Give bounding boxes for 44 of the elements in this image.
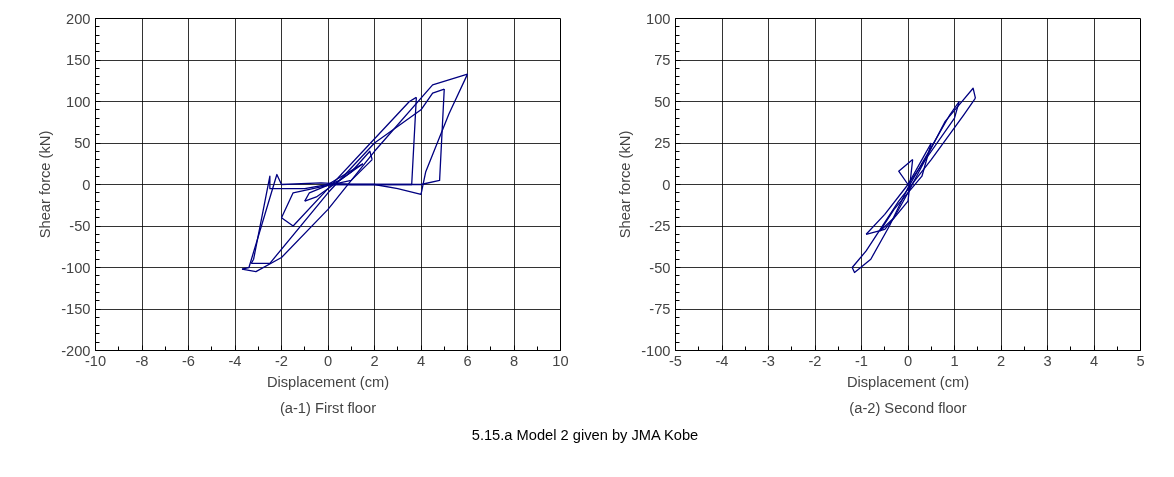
y-tick-label: 100 bbox=[646, 10, 671, 27]
y-tick-label: -75 bbox=[649, 301, 671, 317]
y-axis-title: Shear force (kN) bbox=[37, 130, 54, 239]
x-tick-label: 4 bbox=[1089, 352, 1099, 369]
x-tick-label: 4 bbox=[416, 352, 426, 369]
y-tick-label: 0 bbox=[82, 176, 91, 193]
x-tick-label: 0 bbox=[323, 352, 333, 369]
x-tick-label: -2 bbox=[808, 352, 822, 369]
y-tick-label: 25 bbox=[654, 135, 671, 151]
y-tick-label: 150 bbox=[66, 52, 91, 68]
y-tick-label: -50 bbox=[649, 259, 671, 276]
y-axis-title: Shear force (kN) bbox=[617, 130, 634, 239]
text: (a-1) First floor bbox=[279, 399, 377, 416]
x-tick-label: 8 bbox=[509, 352, 519, 369]
x-tick-label: -6 bbox=[181, 352, 196, 369]
y-tick-label: 0 bbox=[662, 176, 671, 193]
x-tick-label: -8 bbox=[135, 352, 149, 369]
x-tick-label: 2 bbox=[370, 352, 379, 369]
x-tick-label: -4 bbox=[715, 352, 729, 369]
y-tick-label: -150 bbox=[61, 301, 91, 317]
x-tick-label: -2 bbox=[274, 352, 289, 369]
y-tick-label: -100 bbox=[61, 259, 91, 276]
x-tick-label: 6 bbox=[463, 352, 472, 369]
text: 5.15.a Model 2 given by JMA Kobe bbox=[470, 426, 700, 445]
x-axis-title: Displacement (cm) bbox=[846, 373, 970, 390]
x-tick-label: 2 bbox=[996, 352, 1006, 369]
y-tick-label: -100 bbox=[641, 342, 671, 359]
y-tick-label: -25 bbox=[649, 218, 671, 234]
y-tick-label: 50 bbox=[654, 93, 671, 110]
y-tick-label: 200 bbox=[66, 10, 91, 27]
text: (a-2) Second floor bbox=[849, 399, 967, 416]
x-tick-label: 3 bbox=[1043, 352, 1052, 369]
x-tick-label: -4 bbox=[228, 352, 242, 369]
x-tick-label: 10 bbox=[552, 352, 569, 369]
x-tick-label: -3 bbox=[761, 352, 776, 369]
y-tick-label: 75 bbox=[654, 52, 671, 68]
x-tick-label: -1 bbox=[854, 352, 869, 369]
y-tick-label: 50 bbox=[74, 135, 91, 151]
x-tick-label: 0 bbox=[903, 352, 913, 369]
y-tick-label: 100 bbox=[66, 93, 91, 110]
x-tick-label: 5 bbox=[1136, 352, 1145, 369]
x-tick-label: 1 bbox=[950, 352, 959, 369]
x-axis-title: Displacement (cm) bbox=[266, 373, 390, 390]
y-tick-label: -50 bbox=[69, 218, 91, 234]
